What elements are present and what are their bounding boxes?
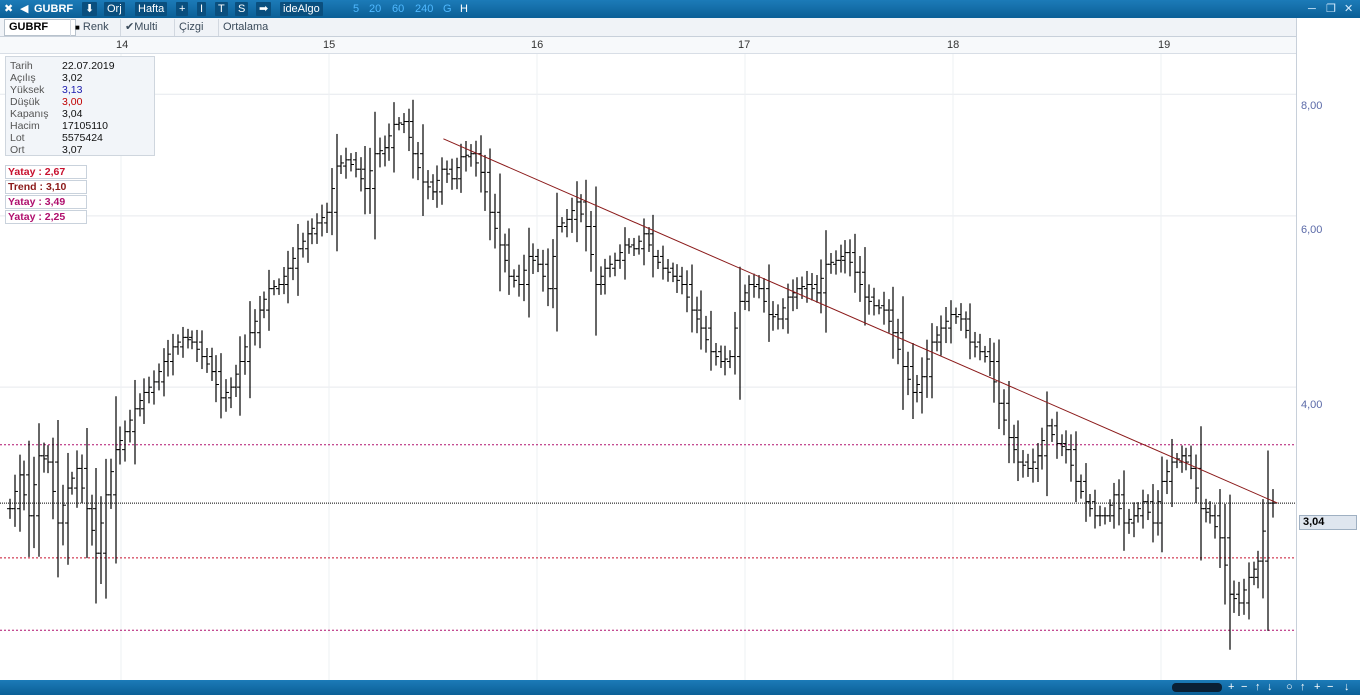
close-window-icon[interactable]: ✕ [1344,3,1354,15]
period-20[interactable]: 20 [369,3,382,15]
multi-label: Multi [134,21,158,33]
orj-button[interactable]: Orj [104,2,125,16]
period-g[interactable]: G [443,3,452,15]
info-row-acilis: Açılış 3,02 [10,72,83,84]
period-240[interactable]: 240 [415,3,434,15]
level-yatay-2[interactable]: Yatay : 3,49 [5,195,87,209]
ohlc-info-box: Tarih 22.07.2019 Açılış 3,02 Yüksek 3,13 Dü… [5,56,155,156]
y-zoom-out-icon[interactable]: − [1327,681,1334,693]
info-row-ort: Ort 3,07 [10,144,83,156]
i-button[interactable]: I [197,2,207,16]
close-chart-icon[interactable]: ✖ [4,3,14,15]
chart-toolbar: GUBRF ■ Renk ✔Multi Çizgi Ortalama [0,18,1296,37]
info-row-hacim: Hacim 17105110 [10,120,108,132]
symbol-title: GUBRF [34,3,74,15]
scroll-down-icon[interactable]: ↓ [1267,681,1273,693]
back-icon[interactable]: ◀ [20,3,29,15]
status-bar: + − ↑ ↓ ○ ↑ + − ↓ [0,680,1360,695]
price-axis: 8,00 6,00 4,00 3,04 [1296,18,1360,680]
fit-up-icon[interactable]: ↑ [1300,681,1306,693]
check-icon: ✔ [125,21,135,33]
info-row-dusuk: Düşük 3,00 [10,96,83,108]
y-zoom-in-icon[interactable]: + [1314,681,1321,693]
idealgo-button[interactable]: ideAlgo [280,2,323,16]
x-tick-19: 19 [1158,39,1171,51]
period-60[interactable]: 60 [392,3,405,15]
x-tick-16: 16 [531,39,544,51]
level-yatay-3[interactable]: Yatay : 2,25 [5,210,87,224]
level-trend[interactable]: Trend : 3,10 [5,180,87,194]
t-button[interactable]: T [215,2,228,16]
symbol-field[interactable]: GUBRF [4,19,76,36]
renk-button[interactable]: ■ Renk [70,19,113,36]
trend-line [443,138,1278,504]
x-tick-14: 14 [116,39,129,51]
info-row-yuksek: Yüksek 3,13 [10,84,83,96]
download-icon[interactable]: ⬇ [82,2,98,16]
period-5[interactable]: 5 [353,3,360,15]
zoom-out-icon[interactable]: − [1241,681,1248,693]
scrollbar-thumb[interactable] [1172,683,1222,692]
info-row-tarih: Tarih 22.07.2019 [10,60,115,72]
info-row-kapanis: Kapanış 3,04 [10,108,83,120]
current-price-tag: 3,04 [1299,515,1357,530]
minimize-icon[interactable]: ─ [1308,3,1316,15]
forward-icon[interactable]: ➡ [256,2,272,16]
ortalama-button[interactable]: Ortalama [218,19,272,36]
y-tick-6: 6,00 [1301,224,1323,236]
square-icon: ■ [75,23,80,32]
x-tick-17: 17 [738,39,751,51]
multi-toggle[interactable]: ✔Multi [120,19,161,36]
s-button[interactable]: S [235,2,249,16]
reset-icon[interactable]: ○ [1286,681,1293,693]
restore-icon[interactable]: ❐ [1326,3,1336,15]
zoom-in-icon[interactable]: + [1228,681,1235,693]
renk-label: Renk [82,21,109,33]
x-tick-18: 18 [947,39,960,51]
price-chart[interactable] [0,54,1296,680]
fit-down-icon[interactable]: ↓ [1344,681,1350,693]
time-axis: 14 15 16 17 18 19 [0,37,1296,54]
y-tick-4: 4,00 [1301,399,1323,411]
hafta-button[interactable]: Hafta [135,2,168,16]
period-h[interactable]: H [460,3,468,15]
x-tick-15: 15 [323,39,336,51]
level-yatay-1[interactable]: Yatay : 2,67 [5,165,87,179]
title-bar: ✖ ◀ GUBRF ⬇ Orj Hafta + I T S ➡ ideAlgo … [0,0,1360,18]
scroll-up-icon[interactable]: ↑ [1255,681,1261,693]
cizgi-button[interactable]: Çizgi [174,19,207,36]
y-tick-8: 8,00 [1301,100,1323,112]
add-button[interactable]: + [176,2,189,16]
info-row-lot: Lot 5575424 [10,132,103,144]
